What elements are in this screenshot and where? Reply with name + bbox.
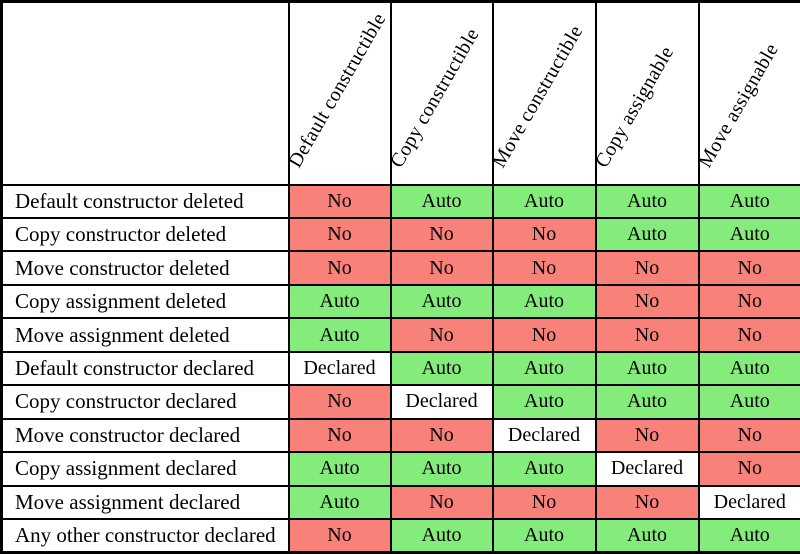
cell-value: No (697, 451, 800, 487)
cell-value: No (389, 216, 494, 253)
cell-value: Auto (287, 283, 392, 320)
table-row: Copy assignment deleted Auto Auto Auto No No (0, 283, 800, 320)
cell-value: Declared (594, 451, 700, 487)
cell-value: Auto (491, 350, 597, 387)
cell-value: No (697, 250, 800, 286)
cell-value: Auto (594, 384, 700, 420)
cell-value: Auto (389, 350, 494, 387)
cell-value: No (287, 216, 392, 253)
table-row: Copy constructor deleted No No No Auto Auto (0, 216, 800, 253)
cell-value: Auto (287, 317, 392, 353)
cell-value: Auto (287, 451, 392, 487)
row-label: Move assignment deleted (0, 317, 290, 353)
cell-value: No (594, 417, 700, 454)
column-header-label: Copy constructible (385, 23, 484, 172)
cell-value: No (287, 250, 392, 286)
cell-value: Auto (594, 216, 700, 253)
table-row: Move assignment declared Auto No No No Declar… (0, 484, 800, 521)
cell-value: Auto (491, 283, 597, 320)
cell-value: No (287, 417, 392, 454)
table-row: Any other constructor declared No Auto Auto… (0, 518, 800, 554)
row-label: Move constructor declared (0, 417, 290, 454)
cell-value: No (287, 183, 392, 219)
row-label: Copy assignment declared (0, 451, 290, 487)
cell-value: Auto (389, 518, 494, 554)
cell-value: No (697, 317, 800, 353)
cell-value: Auto (491, 451, 597, 487)
header-row: Default constructible Copy constructible… (0, 0, 800, 186)
row-label: Any other constructor declared (0, 518, 290, 554)
table-row: Copy assignment declared Auto Auto Auto Decl… (0, 451, 800, 487)
cell-value: Auto (491, 518, 597, 554)
cell-value: Declared (697, 484, 800, 521)
cell-value: No (594, 250, 700, 286)
column-header-label: Copy assignable (590, 42, 678, 171)
cell-value: No (389, 250, 494, 286)
cell-value: Declared (491, 417, 597, 454)
row-label: Move assignment declared (0, 484, 290, 521)
column-header-copy-assignable: Copy assignable (591, 0, 700, 186)
cell-value: No (594, 283, 700, 320)
row-label: Copy constructor declared (0, 384, 290, 420)
row-label: Copy assignment deleted (0, 283, 290, 320)
cell-value: Auto (697, 216, 800, 253)
cell-value: No (594, 317, 700, 353)
column-header-move-constructible: Move constructible (488, 0, 597, 186)
row-label: Move constructor deleted (0, 250, 290, 286)
cell-value: No (287, 384, 392, 420)
row-label: Default constructor deleted (0, 183, 290, 219)
column-header-move-assignable: Move assignable (694, 0, 800, 186)
table-body: Default constructor deleted No Auto Auto Aut… (0, 183, 800, 554)
table-row: Default constructor declared Declared Auto… (0, 350, 800, 387)
row-label: Copy constructor deleted (0, 216, 290, 253)
cell-value: No (491, 484, 597, 521)
cell-value: Auto (697, 518, 800, 554)
table-row: Default constructor deleted No Auto Auto Aut… (0, 183, 800, 219)
cell-value: Auto (697, 384, 800, 420)
cell-value: No (389, 317, 494, 353)
cell-value: Auto (491, 384, 597, 420)
cell-value: Auto (594, 183, 700, 219)
cell-value: No (594, 484, 700, 521)
column-header-label: Move constructible (487, 21, 587, 171)
cell-value: Auto (697, 183, 800, 219)
cell-value: No (697, 417, 800, 454)
cell-value: Auto (594, 350, 700, 387)
cell-value: No (491, 250, 597, 286)
column-header-label: Default constructible (283, 8, 390, 171)
corner-cell (0, 0, 290, 186)
cell-value: Declared (389, 384, 494, 420)
cell-value: Auto (697, 350, 800, 387)
cell-value: Auto (389, 451, 494, 487)
cell-value: Auto (491, 183, 597, 219)
cell-value: Declared (287, 350, 392, 387)
cell-value: No (491, 317, 597, 353)
column-header-label: Move assignable (693, 39, 783, 171)
cell-value: Auto (594, 518, 700, 554)
cell-value: Auto (389, 283, 494, 320)
cell-value: Auto (389, 183, 494, 219)
row-label: Default constructor declared (0, 350, 290, 387)
table-row: Move assignment deleted Auto No No No No (0, 317, 800, 353)
cell-value: No (287, 518, 392, 554)
column-header-copy-constructible: Copy constructible (386, 0, 494, 186)
cell-value: No (697, 283, 800, 320)
cell-value: No (389, 417, 494, 454)
cell-value: No (389, 484, 494, 521)
table-row: Move constructor declared No No Declared No N… (0, 417, 800, 454)
column-header-default-constructible: Default constructible (284, 0, 392, 186)
table-row: Move constructor deleted No No No No No (0, 250, 800, 286)
cell-value: Auto (287, 484, 392, 521)
cell-value: No (491, 216, 597, 253)
table-row: Copy constructor declared No Declared Auto A… (0, 384, 800, 420)
